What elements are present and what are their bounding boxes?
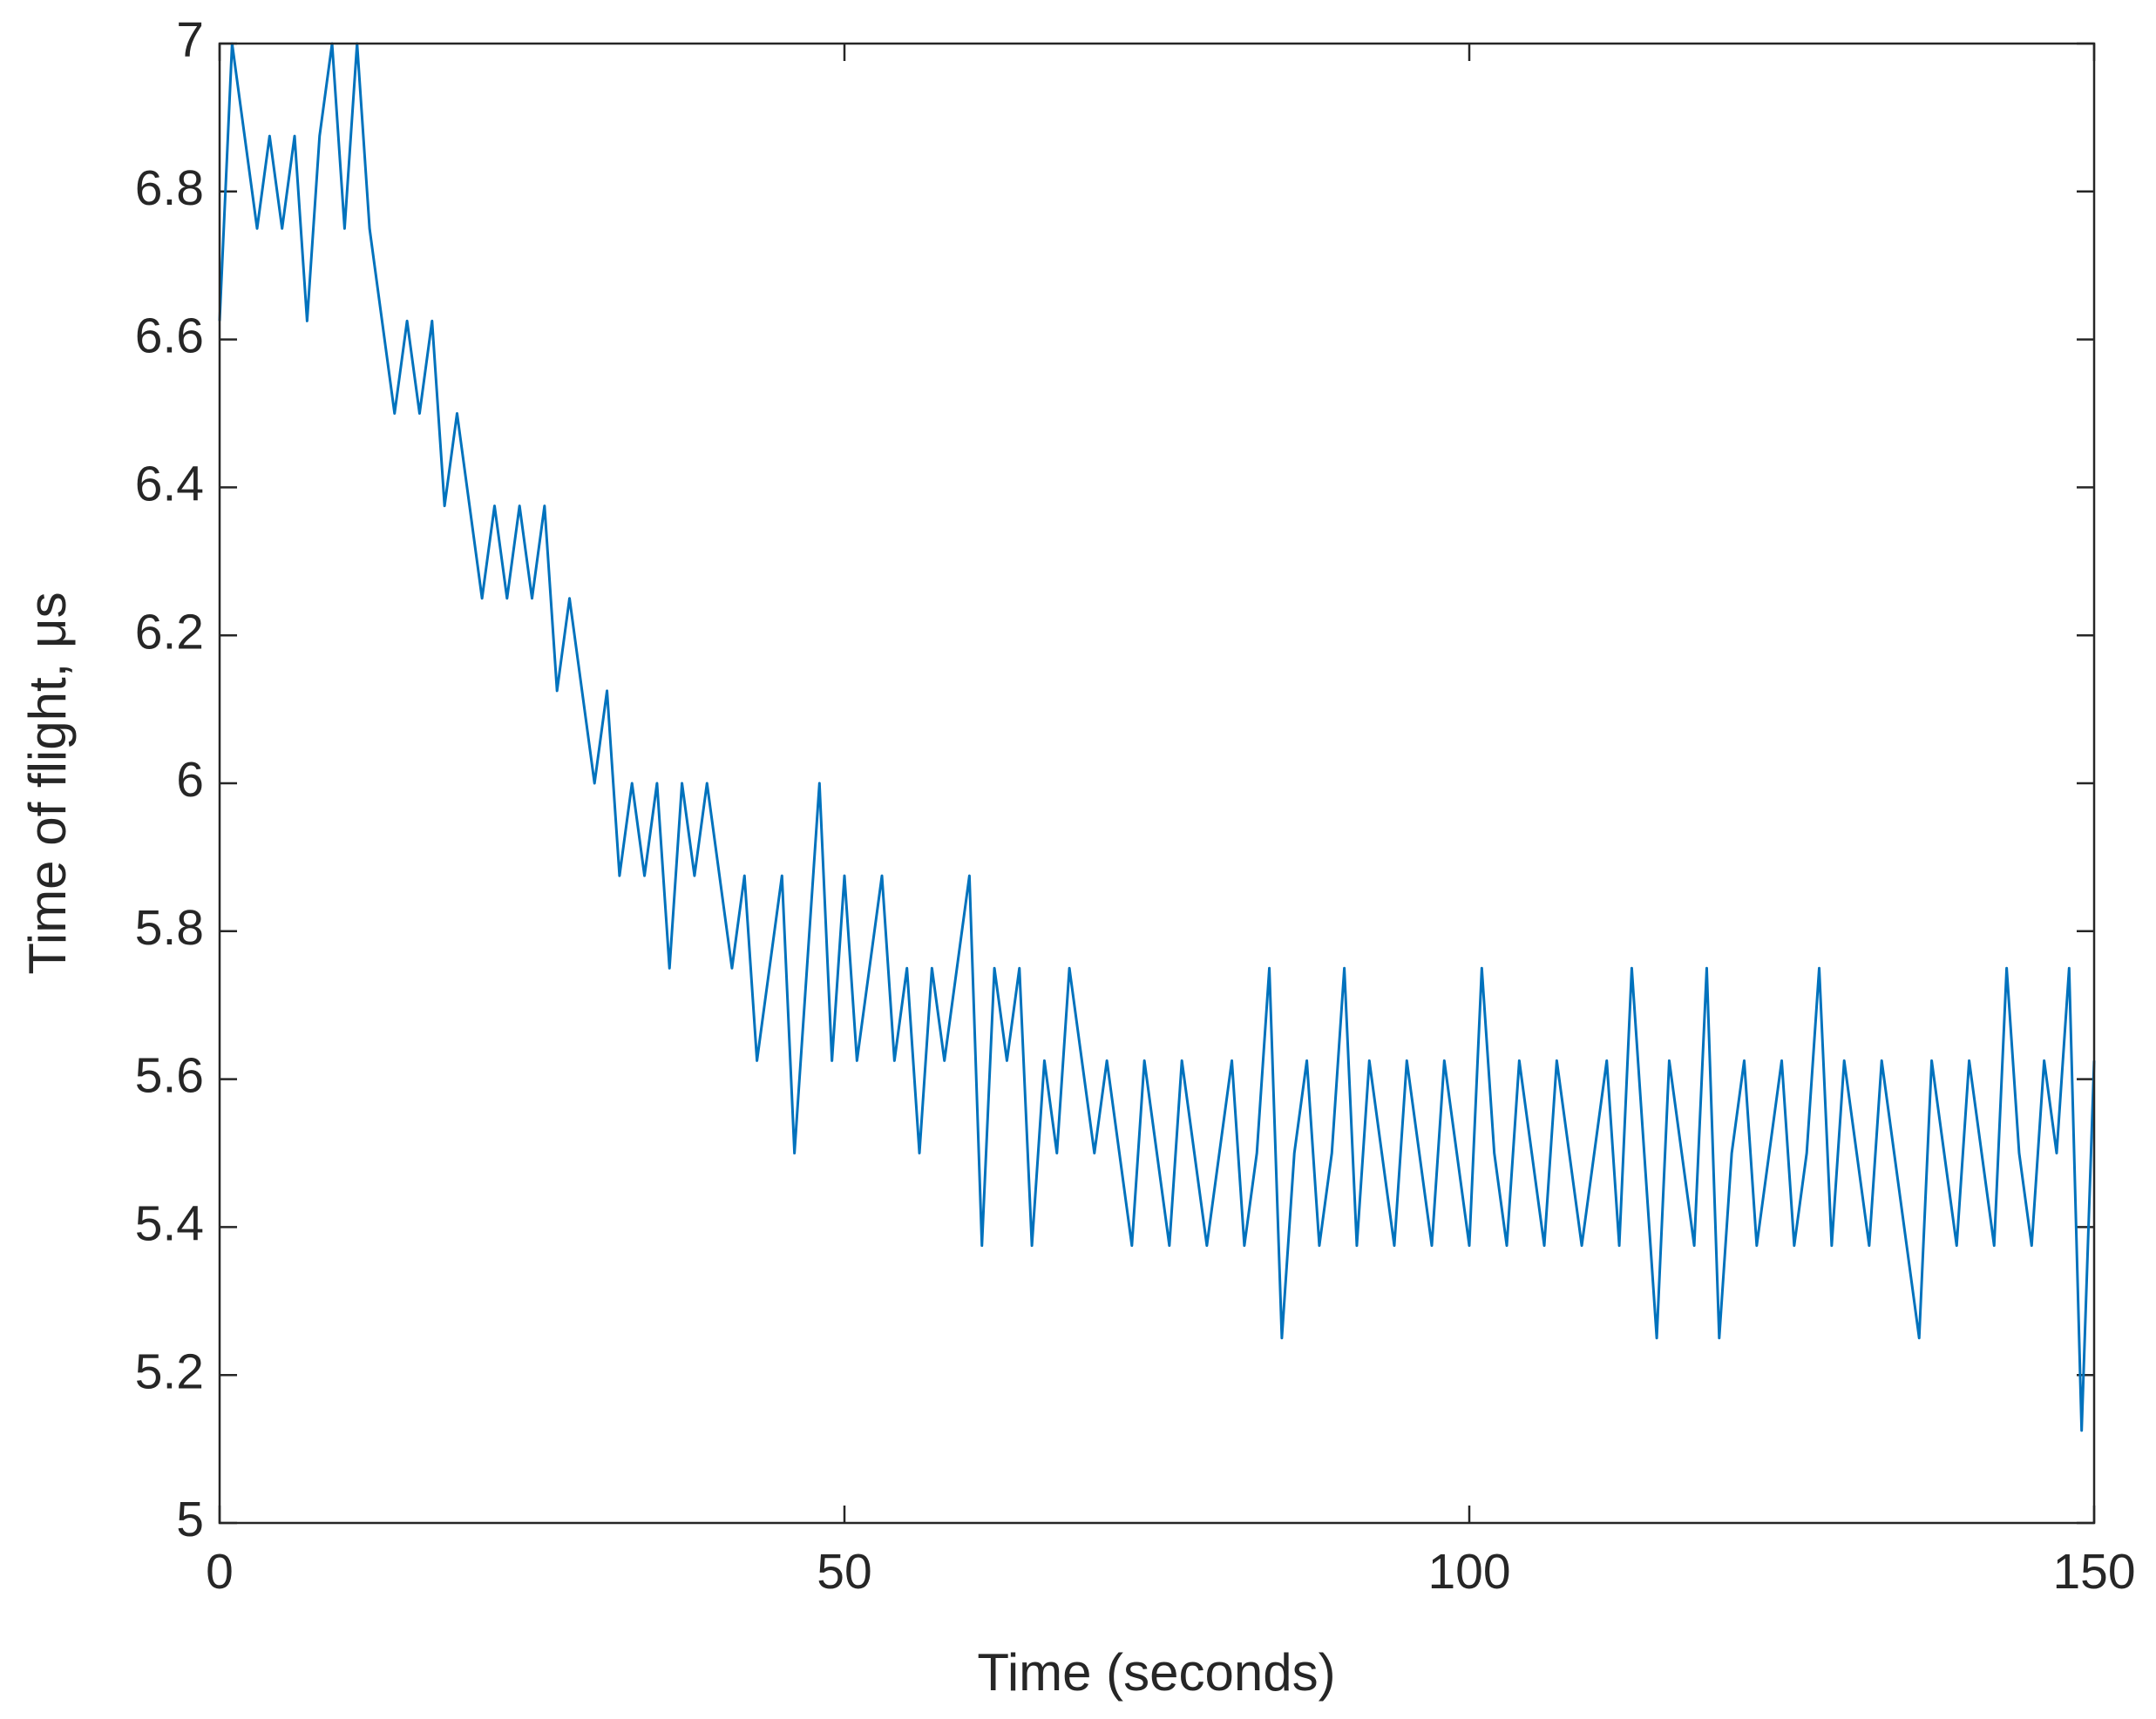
x-tick-label: 0 <box>206 1544 234 1600</box>
y-tick-label: 5 <box>176 1492 204 1547</box>
y-tick-label: 6.4 <box>135 456 204 511</box>
y-tick-label: 6.6 <box>135 308 204 364</box>
y-tick-label: 6.2 <box>135 604 204 660</box>
y-tick-label: 5.6 <box>135 1048 204 1104</box>
x-tick-label: 150 <box>2052 1544 2135 1600</box>
y-tick-label: 5.2 <box>135 1343 204 1399</box>
x-tick-label: 50 <box>817 1544 871 1600</box>
y-tick-label: 5.4 <box>135 1195 204 1251</box>
y-tick-label: 7 <box>176 12 204 68</box>
y-tick-label: 6 <box>176 752 204 808</box>
axes-box <box>218 42 2096 1525</box>
y-tick-label: 5.8 <box>135 900 204 956</box>
data-line <box>218 42 2096 1432</box>
x-tick-label: 100 <box>1427 1544 1510 1600</box>
x-axis-label: Time (seconds) <box>977 1643 1335 1702</box>
y-axis-label: Time of flight, μs <box>18 592 77 974</box>
y-tick-label: 6.8 <box>135 160 204 216</box>
